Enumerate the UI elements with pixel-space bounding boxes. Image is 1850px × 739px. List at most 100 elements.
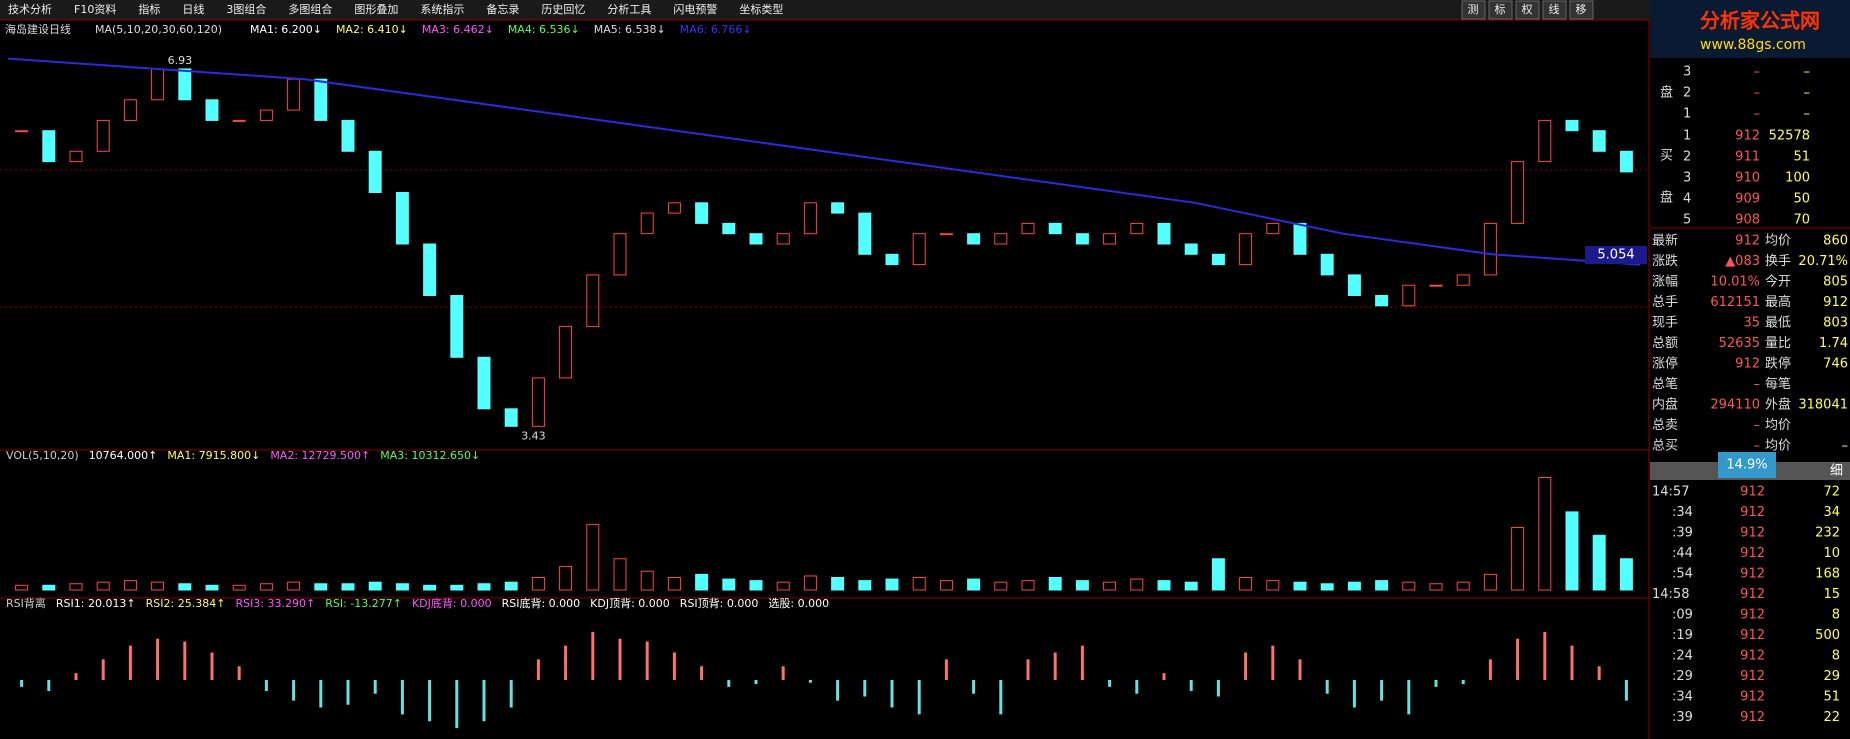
volume-bar — [504, 581, 518, 591]
menu-item[interactable]: 坐标类型 — [739, 2, 783, 16]
ma-long-line — [7, 57, 1641, 266]
stat-label: 每笔 — [1765, 376, 1791, 392]
candle — [939, 233, 953, 236]
stat-value: 294110 — [1710, 398, 1760, 413]
volume-bar — [912, 577, 926, 591]
indicator-label: 选股: 0.000 — [768, 597, 829, 610]
tick-volume: 51 — [1823, 690, 1840, 705]
side-label: 盘 — [1660, 85, 1673, 101]
book-price: 908 — [1735, 213, 1760, 228]
tool-label[interactable]: 标 — [1495, 2, 1506, 16]
stat-value: 860 — [1823, 234, 1848, 249]
candle — [1239, 233, 1253, 266]
volume-bar — [1211, 558, 1225, 591]
tool-button[interactable] — [1515, 0, 1540, 20]
menu-item[interactable]: 指标 — [138, 2, 160, 16]
tick-price: 912 — [1740, 669, 1765, 684]
volume-bar — [1021, 580, 1035, 591]
tool-button[interactable] — [1542, 0, 1567, 20]
book-level: 5 — [1683, 213, 1691, 228]
menu-item[interactable]: 3图组合 — [226, 2, 266, 16]
candle — [314, 78, 328, 121]
tick-time: :29 — [1672, 669, 1693, 684]
volume-bar — [1347, 581, 1361, 591]
candle — [858, 212, 872, 255]
menu-item[interactable]: 闪电预警 — [673, 2, 717, 16]
indicator-label: KDJ顶背: 0.000 — [590, 596, 670, 610]
candle — [178, 68, 192, 101]
tick-price: 912 — [1740, 710, 1765, 725]
logo-url: www.88gs.com — [1700, 37, 1806, 53]
indicator-label: MA3: 10312.650↓ — [380, 449, 480, 462]
volume-bar — [776, 581, 790, 591]
volume-bar — [287, 581, 301, 591]
volume-bar — [1293, 581, 1307, 591]
ma-value: MA1: 6.200↓ — [250, 23, 322, 36]
tick-time: :44 — [1672, 546, 1693, 561]
volume-bar — [423, 584, 437, 591]
candle — [205, 99, 219, 121]
stat-value: – — [1754, 418, 1761, 433]
volume-bar — [1266, 580, 1280, 591]
volume-bar — [586, 523, 600, 591]
volume-bar — [96, 581, 110, 591]
tick-volume: 8 — [1832, 649, 1840, 664]
candle — [722, 222, 736, 235]
stat-value: 1.74 — [1819, 336, 1848, 351]
volume-bar — [395, 583, 409, 591]
menu-item[interactable]: 图形叠加 — [354, 3, 398, 16]
menu-item[interactable]: F10资料 — [74, 2, 116, 16]
menu-item[interactable]: 历史回忆 — [541, 3, 585, 16]
candle — [1211, 253, 1225, 266]
volume-bar — [1239, 577, 1253, 591]
ma-params: MA(5,10,20,30,60,120) — [95, 23, 222, 36]
menu-item[interactable]: 系统指示 — [420, 2, 464, 16]
volume-bar — [994, 581, 1008, 591]
volume-bar — [640, 570, 654, 591]
menu-item[interactable]: 备忘录 — [486, 2, 519, 16]
stat-label: 现手 — [1652, 316, 1678, 331]
tool-button[interactable] — [1488, 0, 1513, 20]
volume-bar — [1130, 578, 1144, 591]
indicator-label: RSI背离 — [6, 596, 46, 610]
volume-bar — [1184, 581, 1198, 591]
stat-label: 内盘 — [1652, 397, 1678, 413]
candle — [1456, 274, 1470, 286]
tool-button[interactable] — [1461, 0, 1486, 20]
volume-bar — [831, 577, 845, 591]
book-level: 4 — [1683, 192, 1691, 207]
tool-label[interactable]: 测 — [1468, 3, 1479, 16]
menu-item[interactable]: 多图组合 — [288, 2, 332, 16]
ma-value: MA5: 6.538↓ — [594, 23, 666, 36]
book-price: 910 — [1735, 171, 1760, 186]
tool-label[interactable]: 移 — [1576, 3, 1587, 16]
tool-label[interactable]: 权 — [1522, 3, 1533, 16]
candle — [559, 325, 573, 379]
tool-button[interactable] — [1569, 0, 1594, 20]
volume-bar — [477, 583, 491, 591]
price-tag: 5.054 — [1597, 248, 1634, 263]
detail-button[interactable]: 细 — [1830, 464, 1843, 479]
tool-label[interactable]: 线 — [1549, 2, 1560, 16]
book-volume: 70 — [1793, 213, 1810, 228]
stat-value: 912 — [1735, 357, 1760, 372]
candle — [1266, 222, 1280, 235]
tick-time: :09 — [1672, 608, 1693, 623]
menu-item[interactable]: 分析工具 — [607, 2, 651, 16]
candle — [1184, 243, 1198, 255]
indicator-label: RSI顶背: 0.000 — [680, 596, 759, 610]
candle — [341, 119, 355, 152]
stat-label: 最低 — [1765, 316, 1791, 331]
tick-volume: 168 — [1815, 567, 1840, 582]
volume-bar — [151, 581, 165, 591]
indicator-label: RSI底背: 0.000 — [502, 596, 581, 610]
candle — [1021, 222, 1035, 235]
volume-bar — [1565, 511, 1579, 591]
candle — [1075, 233, 1089, 245]
menu-item[interactable]: 日线 — [182, 2, 204, 16]
menu-item[interactable]: 技术分析 — [8, 2, 52, 16]
volume-bar — [885, 578, 899, 591]
stat-value: 612151 — [1710, 295, 1760, 310]
book-price: – — [1754, 107, 1761, 122]
